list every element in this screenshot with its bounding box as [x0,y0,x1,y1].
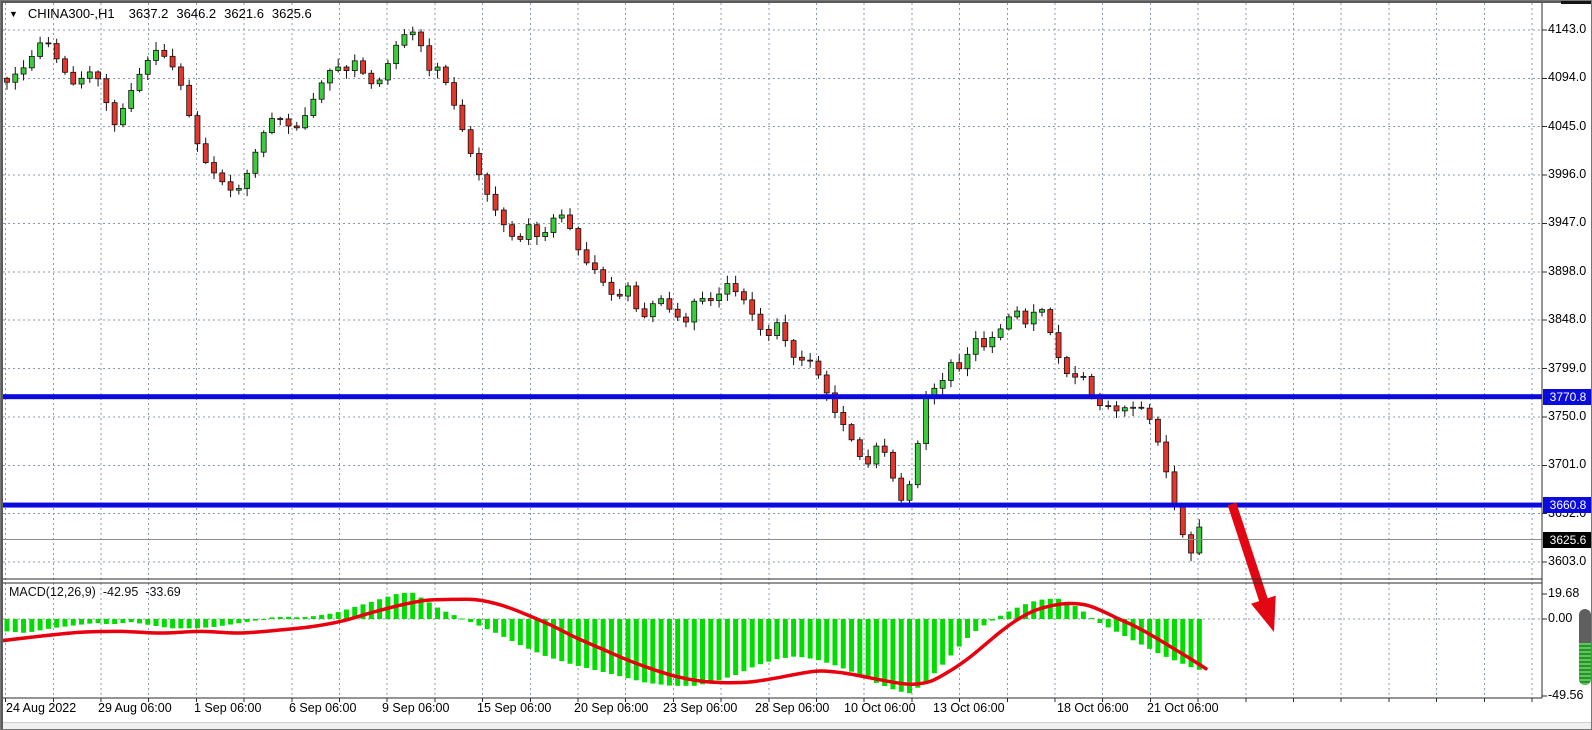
price-axis-label: 3947.0 [1548,215,1587,230]
price-level-badge: 3770.8 [1543,388,1591,405]
time-axis-label: 1 Sep 06:00 [194,701,262,715]
price-level-badge: 3660.8 [1543,497,1591,514]
frame-layer [1,1,1547,702]
time-axis-label: 9 Sep 06:00 [382,701,450,715]
price-axis-label: 4045.0 [1548,118,1587,133]
time-axis-label: 6 Sep 06:00 [289,701,357,715]
grid-layer [3,3,1542,698]
current-price-badge: 3625.6 [1543,531,1591,548]
ohlc-low: 3621.6 [224,6,264,21]
time-axis-label: 29 Aug 06:00 [98,701,172,715]
time-axis-label: 20 Sep 06:00 [574,701,649,715]
price-axis-label: 3996.0 [1548,167,1587,182]
time-axis-label: 21 Oct 06:00 [1147,701,1219,715]
price-axis-label: 3799.0 [1548,360,1587,375]
candles-layer [4,26,1203,562]
triangle-down-icon[interactable]: ▼ [9,8,18,19]
macd-scrollbar-thumb[interactable] [1579,609,1591,685]
price-axis-label: 3848.0 [1548,312,1587,327]
ohlc-open: 3637.2 [128,6,169,21]
time-axis-label: 10 Oct 06:00 [844,701,916,715]
trend-arrow-layer [1227,502,1276,632]
time-axis-label: 23 Sep 06:00 [663,701,738,715]
chart-header: ▼ CHINA300-,H1 3637.2 3646.2 3621.6 3625… [9,6,312,21]
window-left-border [1,1,3,729]
macd-axis-label: -49.56 [1548,688,1584,702]
time-axis-label: 15 Sep 06:00 [477,701,552,715]
price-axis-label: 3701.0 [1548,457,1587,472]
macd-histogram-layer [4,592,1202,694]
macd-name: MACD(12,26,9) [9,585,96,599]
macd-indicator-label: MACD(12,26,9) -42.95 -33.69 [9,585,181,599]
symbol-period-label: CHINA300-,H1 [27,6,115,21]
window-top-border [1,1,1591,3]
time-axis-label: 24 Aug 2022 [6,701,77,715]
window-bottom-strip [1,722,1591,729]
macd-main-value: -42.95 [102,585,139,599]
price-axis-label: 4094.0 [1548,70,1587,85]
window-corner-strip [1561,1,1591,4]
price-axis-label: 3750.0 [1548,408,1587,423]
price-axis-label: 4143.0 [1548,22,1587,36]
macd-axis-label: 19.68 [1548,586,1580,600]
level-lines-layer [1,394,1542,541]
time-axis-label: 28 Sep 06:00 [755,701,830,715]
ohlc-high: 3646.2 [176,6,217,21]
macd-axis-label: 0.00 [1548,611,1573,625]
price-axis-label: 3898.0 [1548,263,1587,278]
scrollbar-stripes [1579,643,1591,685]
time-axis-label: 18 Oct 06:00 [1057,701,1129,715]
macd-signal-value: -33.69 [145,585,181,599]
macd-signal-layer [1,597,1208,687]
price-axis-label: 3603.0 [1548,554,1587,568]
time-axis-label: 13 Oct 06:00 [933,701,1005,715]
ohlc-close: 3625.6 [271,6,312,21]
